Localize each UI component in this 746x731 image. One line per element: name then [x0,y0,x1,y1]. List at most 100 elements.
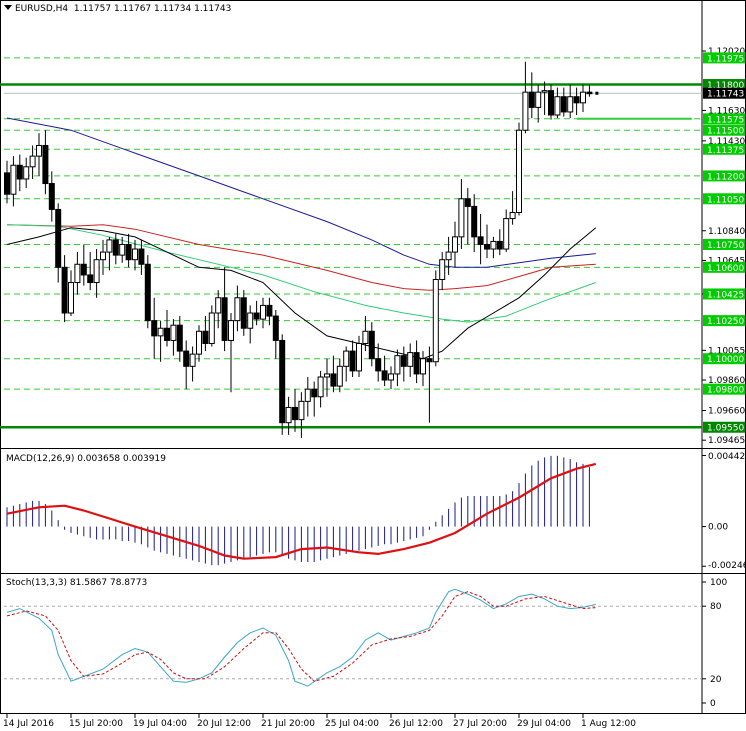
candle-body [100,251,106,261]
y-tick-label: 1.11430 [708,137,745,147]
candle [100,239,106,275]
candle [586,84,593,97]
triangle-down-icon [4,5,12,10]
candle [503,209,510,253]
candle [541,81,548,116]
candle [509,191,516,225]
price-label: 1.09550 [707,424,744,434]
candle [298,392,305,438]
candle [464,188,471,245]
candle-body [176,324,183,352]
candle [445,236,452,275]
price-label-box [703,143,745,155]
candle [330,355,337,393]
price-label-box [703,288,745,300]
candle [426,346,433,423]
candle [29,145,36,179]
stoch-y-tick-label: 20 [710,675,722,685]
candle [452,221,458,268]
candle [285,396,292,435]
price-label: 1.11375 [707,146,744,156]
candle [458,178,465,250]
candle-body [112,239,119,256]
candle-body [260,304,266,320]
candle-body [215,297,222,314]
candle [388,366,394,390]
candle [80,244,87,286]
macd-label: MACD(12,26,9) 0.003658 0.003919 [6,454,166,464]
candle [234,285,241,332]
candle-body [151,320,158,337]
candle [68,270,74,317]
price-label-box [703,261,745,273]
symbol-label: EURUSD,H4 [15,4,69,14]
price-label: 1.11200 [707,172,744,182]
candle [554,87,561,119]
candle [119,236,126,263]
candle [490,236,497,259]
candle-body [221,297,228,341]
price-label-box [703,170,745,182]
candle-body [573,96,580,104]
x-tick-label: 20 Jul 12:00 [197,719,251,729]
moving-average-line [6,224,596,291]
candle-body [10,164,17,195]
candle [439,252,446,291]
candle [23,157,30,189]
x-tick-label: 21 Jul 20:00 [261,719,315,729]
candle-body [87,274,94,284]
x-tick-label: 19 Jul 04:00 [133,719,187,729]
candle-body [157,327,164,337]
candle-body [144,263,151,322]
moving-average-line [6,117,596,268]
candle-body [106,239,113,253]
x-tick-label: 27 Jul 20:00 [453,719,507,729]
candle-body [356,342,362,372]
candle-body [247,312,254,329]
candle-body [330,373,337,387]
candle-body [93,259,100,284]
candle-body [567,96,574,113]
candle-body [445,251,452,261]
price-label-box [703,52,745,64]
candle-body [68,282,74,314]
candle-body [16,164,23,180]
macd-signal-line [6,462,597,560]
candle [400,346,407,382]
candle-body [452,236,458,253]
candle [189,346,196,382]
candle-body [23,166,30,180]
price-label-box [703,87,745,99]
stoch-signal-line [6,591,596,682]
price-label: 1.11500 [707,127,744,137]
candle [279,334,286,435]
price-label: 1.11575 [707,115,744,125]
y-tick-label: 1.12020 [708,47,745,57]
candle-body [509,211,516,220]
candle-body [426,358,433,363]
candle-body [138,248,145,265]
candle [74,252,81,295]
candle-body [580,91,586,104]
candle-body [477,236,484,245]
x-tick-label: 1 Aug 12:00 [581,719,636,729]
price-label-box [703,79,745,91]
candle-body [484,243,490,250]
candle [272,309,279,359]
candle-body [522,91,529,131]
candle-body [292,406,298,421]
candle-body [228,320,234,341]
macd-y-tick-label: 0.00 [708,523,728,533]
candle-body [349,350,356,372]
candle [10,156,17,207]
candle-body [240,297,247,329]
price-label: 1.11050 [707,195,744,205]
candle [36,133,42,176]
x-tick-label: 29 Jul 04:00 [517,719,571,729]
candle-body [234,297,241,322]
moving-average-line [6,227,597,360]
price-label: 1.10425 [707,290,744,300]
x-tick-label: 26 Jul 12:00 [389,719,443,729]
candle [368,322,375,367]
